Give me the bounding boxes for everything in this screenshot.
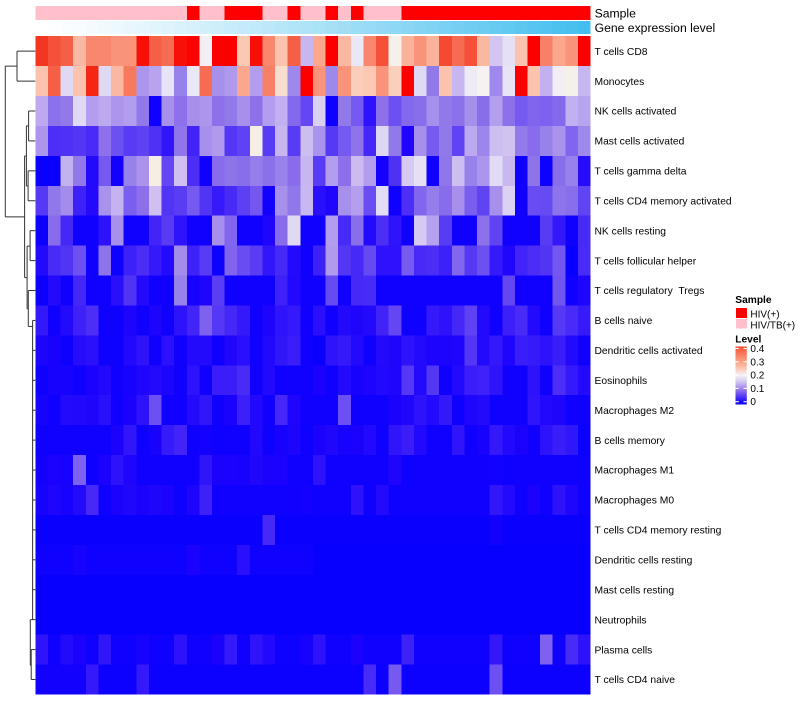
svg-text:Gene expression level: Gene expression level <box>595 21 716 35</box>
svg-text:B cells naive: B cells naive <box>595 316 653 327</box>
svg-text:T cells CD4 memory resting: T cells CD4 memory resting <box>595 526 722 537</box>
svg-text:T cells CD8: T cells CD8 <box>595 47 648 58</box>
svg-text:0.4: 0.4 <box>750 344 764 355</box>
svg-text:0.2: 0.2 <box>750 371 764 382</box>
svg-text:B cells memory: B cells memory <box>595 436 666 447</box>
svg-text:HIV(+): HIV(+) <box>750 309 779 320</box>
svg-text:Macrophages M0: Macrophages M0 <box>595 496 675 507</box>
svg-text:Eosinophils: Eosinophils <box>595 376 648 387</box>
svg-text:HIV/TB(+): HIV/TB(+) <box>750 321 795 332</box>
svg-text:NK cells resting: NK cells resting <box>595 226 667 237</box>
svg-text:Macrophages M2: Macrophages M2 <box>595 406 675 417</box>
svg-text:T cells gamma delta: T cells gamma delta <box>595 167 687 178</box>
svg-text:Mast cells activated: Mast cells activated <box>595 137 685 148</box>
svg-text:Level: Level <box>735 335 761 346</box>
svg-text:Sample: Sample <box>735 295 772 306</box>
svg-text:0.1: 0.1 <box>750 384 764 395</box>
svg-text:T cells CD4 naive: T cells CD4 naive <box>595 675 676 686</box>
svg-text:Mast cells resting: Mast cells resting <box>595 585 675 596</box>
svg-text:0: 0 <box>750 397 756 408</box>
svg-text:T cells regulatory Tregs: T cells regulatory Tregs <box>595 286 705 297</box>
svg-text:T cells follicular helper: T cells follicular helper <box>595 256 697 267</box>
svg-text:Plasma cells: Plasma cells <box>595 645 653 656</box>
svg-text:NK cells activated: NK cells activated <box>595 107 677 118</box>
svg-text:Sample: Sample <box>595 6 637 20</box>
svg-text:Monocytes: Monocytes <box>595 77 645 88</box>
svg-text:Macrophages M1: Macrophages M1 <box>595 466 675 477</box>
svg-text:Neutrophils: Neutrophils <box>595 615 647 626</box>
svg-text:Dendritic cells resting: Dendritic cells resting <box>595 556 693 567</box>
svg-text:0.3: 0.3 <box>750 357 764 368</box>
svg-text:Dendritic cells activated: Dendritic cells activated <box>595 346 703 357</box>
svg-text:T cells CD4 memory activated: T cells CD4 memory activated <box>595 196 732 207</box>
